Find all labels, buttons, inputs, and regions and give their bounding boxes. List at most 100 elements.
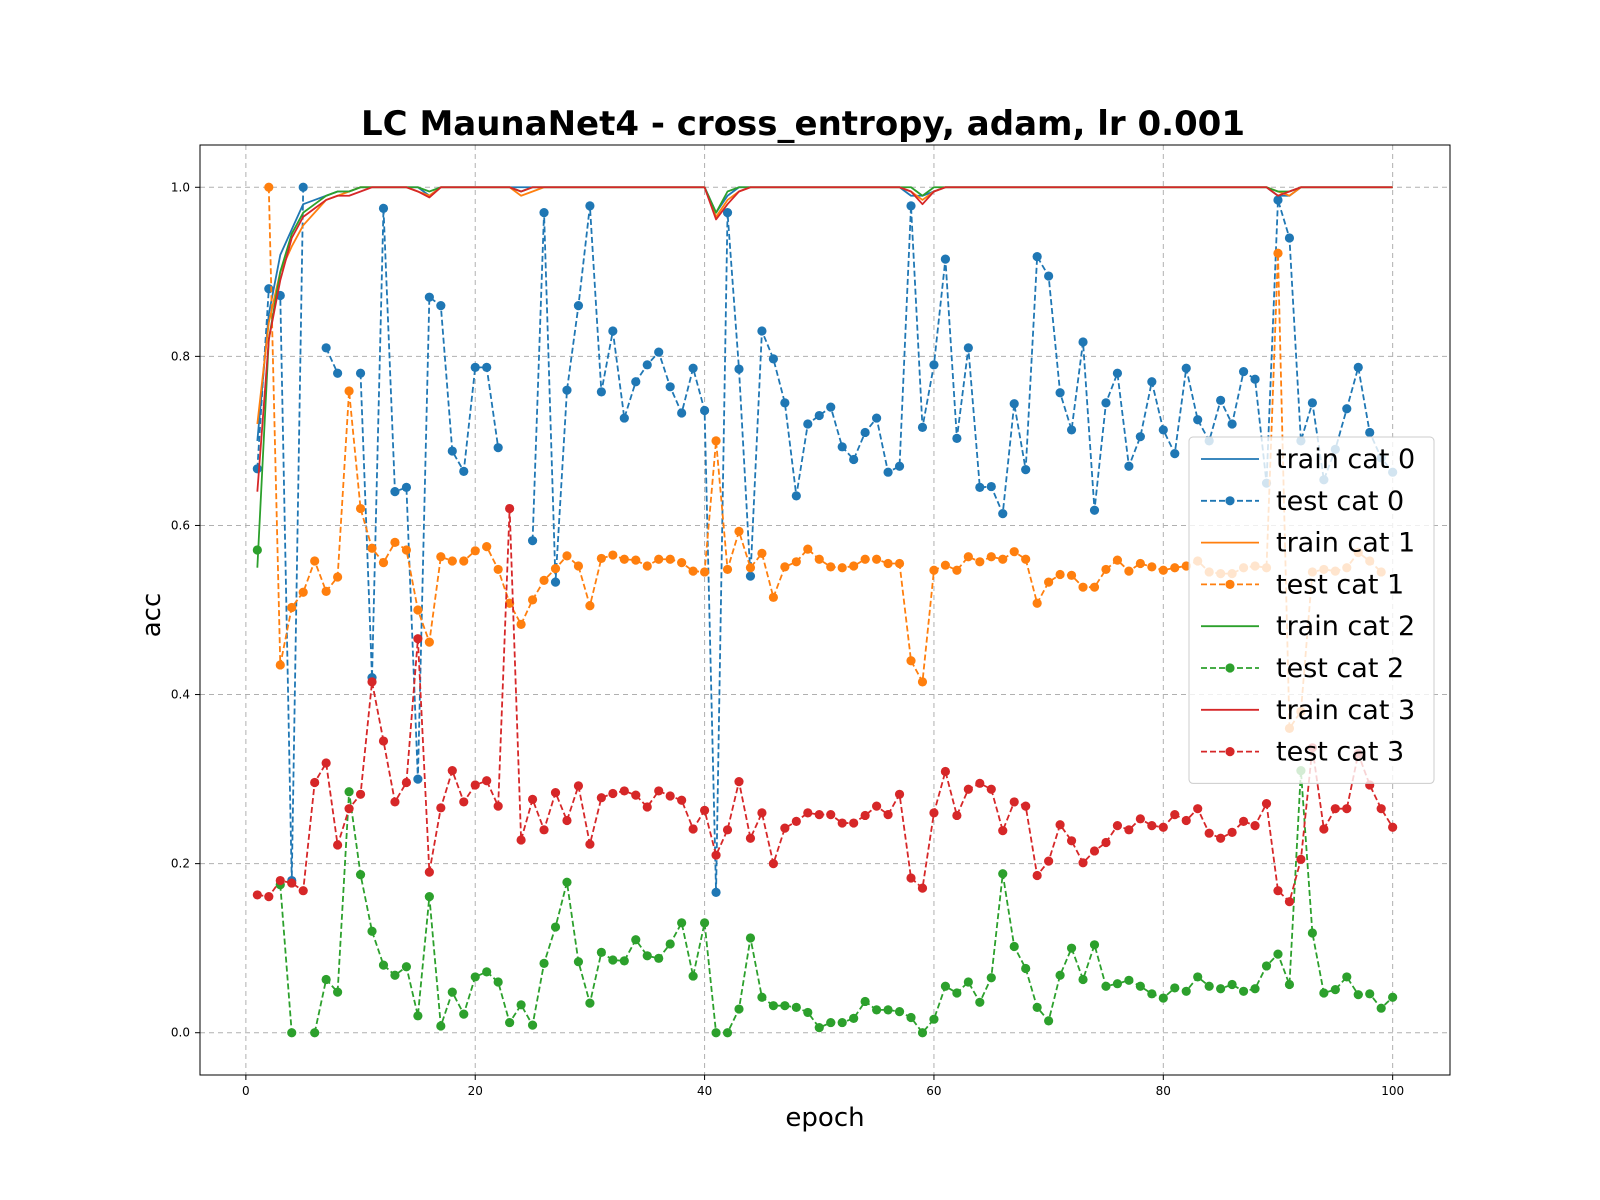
data-point [1009, 399, 1019, 409]
data-point [585, 998, 595, 1008]
data-point [1250, 984, 1260, 994]
data-point [952, 988, 962, 998]
data-point [1193, 972, 1203, 982]
x-tick-label: 0 [242, 1084, 250, 1098]
data-point [814, 410, 824, 421]
data-point [539, 208, 549, 218]
data-point [367, 677, 377, 687]
data-point [1112, 368, 1123, 378]
data-point [1273, 949, 1283, 959]
legend-box [1188, 436, 1435, 784]
data-point [906, 873, 916, 883]
data-point [745, 563, 756, 573]
data-point [619, 956, 629, 966]
series-line [531, 199, 1394, 894]
x-tick-label: 80 [1156, 1084, 1171, 1098]
data-point [1101, 564, 1111, 575]
data-point [1319, 988, 1329, 998]
data-point [1193, 804, 1203, 814]
data-point [711, 887, 721, 897]
data-point [699, 567, 710, 577]
data-point [1112, 555, 1123, 565]
data-point [883, 1005, 893, 1015]
data-point [872, 413, 882, 423]
data-point [505, 1017, 515, 1028]
data-point [1112, 820, 1123, 831]
data-point [1158, 565, 1168, 575]
data-point [390, 797, 400, 807]
data-point [780, 823, 790, 833]
data-point [1124, 825, 1134, 835]
data-point [722, 208, 733, 218]
data-point [527, 1020, 538, 1030]
data-point [355, 789, 366, 799]
data-point [699, 405, 710, 416]
data-point [539, 575, 549, 586]
data-point [1388, 992, 1398, 1002]
data-point [1135, 981, 1145, 991]
data-point [608, 326, 618, 336]
data-point [711, 1028, 721, 1038]
data-point [596, 947, 606, 958]
data-point [906, 201, 916, 211]
data-point [585, 839, 595, 849]
data-point [1147, 562, 1157, 572]
data-point [734, 777, 744, 787]
data-point [665, 939, 675, 949]
data-point [264, 182, 274, 192]
data-point [367, 926, 377, 936]
data-point [872, 801, 882, 811]
data-point [527, 536, 538, 546]
data-point [1284, 233, 1295, 243]
data-point [493, 564, 503, 575]
data-point [1181, 986, 1191, 996]
data-point [837, 1017, 847, 1028]
data-point [447, 766, 457, 776]
data-point [321, 758, 331, 768]
data-point [940, 560, 951, 570]
data-point [596, 793, 606, 803]
data-point [287, 602, 297, 613]
data-point [757, 808, 767, 818]
data-point [562, 877, 572, 887]
legend-label: test cat 0 [1276, 486, 1404, 517]
legend-marker [1225, 747, 1235, 757]
data-point [1227, 979, 1237, 990]
data-point [252, 545, 262, 555]
data-point [963, 552, 973, 562]
data-point [688, 824, 698, 834]
data-point [413, 1011, 423, 1021]
data-point [699, 805, 710, 815]
data-point [1238, 986, 1249, 996]
data-point [986, 481, 996, 492]
data-point [1204, 828, 1214, 838]
data-point [287, 1028, 297, 1038]
y-axis-label: acc [137, 593, 167, 638]
data-point [986, 784, 996, 794]
data-point [952, 810, 962, 821]
data-point [1032, 870, 1042, 881]
data-point [860, 554, 870, 564]
series-line [279, 884, 293, 1033]
data-point [333, 987, 343, 997]
data-point [688, 566, 698, 576]
legend-label: test cat 3 [1276, 737, 1404, 768]
data-point [1388, 822, 1398, 832]
data-point [344, 386, 354, 396]
data-point [1181, 815, 1191, 826]
data-point [516, 1000, 526, 1010]
data-point [585, 601, 595, 611]
data-point [688, 363, 698, 373]
data-point [1089, 940, 1100, 950]
legend-label: train cat 2 [1276, 611, 1415, 642]
data-point [1055, 820, 1065, 830]
x-tick-label: 40 [697, 1084, 712, 1098]
data-point [722, 825, 733, 835]
data-point [688, 971, 698, 981]
data-point [894, 1006, 905, 1017]
y-tick-label: 0.6 [171, 518, 190, 532]
data-point [378, 203, 389, 214]
data-point [1147, 820, 1157, 831]
data-point [745, 833, 756, 843]
data-point [952, 433, 962, 443]
